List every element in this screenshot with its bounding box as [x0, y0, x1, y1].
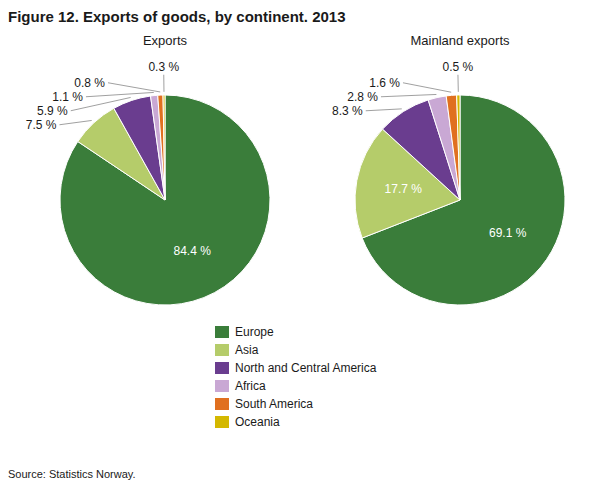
leader-line: [457, 75, 458, 92]
pie-slice: [158, 95, 165, 200]
data-label: 0.8 %: [74, 76, 105, 90]
legend-swatch: [215, 416, 229, 428]
leader-line: [59, 120, 91, 124]
data-label: 5.9 %: [37, 104, 68, 118]
pie-slice: [428, 96, 460, 200]
data-label: 0.5 %: [443, 60, 474, 74]
legend-swatch: [215, 344, 229, 356]
legend-swatch: [215, 380, 229, 392]
data-label: 84.4 %: [174, 244, 212, 258]
pie-slice: [60, 95, 270, 305]
pie-title: Exports: [143, 33, 188, 48]
data-label: 7.5 %: [26, 118, 57, 132]
legend-entry: South America: [235, 397, 313, 411]
data-label: 69.1 %: [489, 226, 527, 240]
leader-line: [108, 83, 160, 92]
legend-swatch: [215, 362, 229, 374]
leader-line: [366, 109, 402, 111]
source-note: Source: Statistics Norway.: [8, 468, 136, 480]
pie-slice: [446, 95, 460, 200]
chart-title: Figure 12. Exports of goods, by continen…: [8, 8, 346, 25]
data-label: 17.7 %: [385, 182, 423, 196]
chart: Figure 12. Exports of goods, by continen…: [0, 0, 610, 488]
data-label: 1.6 %: [369, 76, 400, 90]
pie-slice: [163, 95, 165, 200]
leader-line: [403, 83, 451, 92]
leader-line: [381, 94, 436, 96]
pie-slice: [457, 95, 460, 200]
pie-slice: [151, 95, 165, 200]
legend-entry: Africa: [235, 379, 266, 393]
leader-line: [163, 75, 164, 92]
data-label: 2.8 %: [347, 90, 378, 104]
legend-entry: Europe: [235, 325, 274, 339]
legend: Europe Asia North and Central America Afric…: [215, 325, 377, 429]
legend-swatch: [215, 326, 229, 338]
data-label: 1.1 %: [52, 90, 83, 104]
leader-line: [86, 92, 154, 96]
legend-swatch: [215, 398, 229, 410]
legend-entry: Asia: [235, 343, 259, 357]
pie-slice: [114, 96, 165, 200]
data-label: 8.3 %: [332, 104, 363, 118]
legend-entry: North and Central America: [235, 361, 377, 375]
pie-title: Mainland exports: [411, 33, 510, 48]
data-label: 0.3 %: [148, 60, 179, 74]
pie: Exports 84.4 % 7.5 %5.9 %1.1 %0.8 % 0.3 %: [26, 33, 270, 305]
pie: Mainland exports 69.1 % 17.7 % 8.3 %2.8 %1.…: [332, 33, 565, 305]
legend-entry: Oceania: [235, 415, 280, 429]
